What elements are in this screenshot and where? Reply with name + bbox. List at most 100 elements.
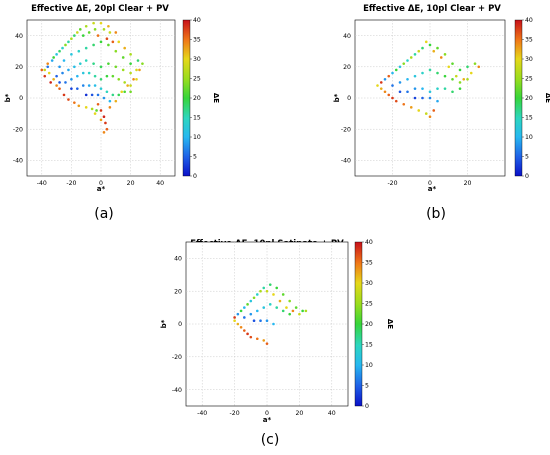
data-point (236, 322, 240, 326)
data-point (105, 37, 109, 41)
y-tick-label: 20 (15, 64, 23, 71)
data-point (473, 62, 477, 65)
data-point (458, 81, 462, 84)
data-point (391, 71, 394, 75)
data-point (288, 312, 291, 316)
data-point (108, 106, 112, 109)
colorbar-tick-label: 25 (525, 76, 533, 83)
x-tick-label: 0 (428, 180, 432, 187)
data-point (81, 84, 85, 87)
data-point (383, 77, 387, 81)
y-tick-label: 20 (343, 64, 351, 71)
data-point (294, 306, 298, 309)
data-point (135, 77, 138, 81)
data-point (70, 53, 73, 56)
panel-a-colorbar-label: ΔE (212, 93, 220, 103)
colorbar-tick-label: 20 (525, 95, 533, 102)
data-point (77, 49, 81, 53)
data-point (92, 21, 95, 25)
data-point (107, 43, 110, 47)
data-point (43, 74, 47, 78)
data-point (246, 303, 249, 306)
data-point (126, 84, 129, 87)
data-point (409, 106, 413, 109)
data-point (64, 43, 67, 47)
data-point (70, 37, 73, 41)
data-point (61, 71, 64, 75)
data-point (129, 62, 132, 65)
x-tick-label: 0 (265, 410, 269, 417)
data-point (58, 65, 61, 69)
data-point (454, 74, 458, 78)
panel-b-ylabel: b* (333, 93, 341, 102)
data-point (417, 109, 421, 112)
data-point (436, 71, 439, 75)
data-point (76, 74, 79, 78)
data-point (451, 62, 454, 65)
data-point (104, 121, 107, 125)
data-point (108, 99, 112, 103)
data-point (43, 68, 47, 72)
colorbar-tick-label: 10 (193, 134, 201, 141)
data-point (466, 65, 469, 69)
data-point (114, 99, 118, 103)
panel-c: Effective ΔE, 10pl Satinato + PV -40-200… (160, 239, 394, 424)
data-point (78, 62, 82, 65)
data-point (424, 40, 428, 44)
data-point (398, 65, 402, 69)
data-point (265, 319, 269, 323)
data-point (49, 81, 52, 84)
data-point (451, 77, 454, 81)
data-point (272, 322, 275, 326)
data-point (61, 46, 64, 50)
colorbar-tick-label: 30 (193, 56, 201, 63)
panel-a-ylabel: b* (4, 93, 12, 102)
panel-b-label: (b) (426, 206, 446, 222)
colorbar-tick-label: 40 (193, 17, 201, 24)
data-point (114, 49, 118, 53)
data-point (262, 306, 266, 309)
data-point (52, 77, 55, 81)
x-tick-label: 20 (464, 180, 472, 187)
panel-a-colorbar-ticks: 0 5 10 15 20 25 30 35 40 (190, 17, 201, 180)
panel-b-colorbar-ticks: 0 5 10 15 20 25 30 35 40 (522, 17, 533, 180)
x-tick-label: 20 (295, 410, 303, 417)
data-point (99, 118, 103, 122)
data-point (120, 90, 124, 94)
panel-b-xlabel: a* (428, 185, 437, 193)
x-tick-label: -20 (230, 410, 240, 417)
data-point (108, 31, 112, 34)
data-point (443, 87, 447, 90)
data-point (466, 77, 469, 81)
data-point (92, 62, 95, 65)
data-point (77, 104, 81, 108)
y-tick-label: -40 (341, 158, 351, 165)
data-point (102, 96, 106, 100)
colorbar-tick-label: 35 (365, 260, 373, 267)
data-point (421, 71, 424, 75)
colorbar-tick-label: 15 (193, 115, 201, 122)
colorbar-tick-label: 40 (365, 239, 373, 246)
data-point (76, 31, 79, 34)
data-point (265, 289, 269, 293)
data-point (252, 296, 256, 300)
data-point (421, 46, 424, 50)
data-point (398, 90, 402, 94)
panel-a-xlabel: a* (97, 185, 106, 193)
x-tick-label: -20 (387, 180, 397, 187)
y-tick-label: 0 (19, 95, 23, 102)
panel-c-colorbar (354, 241, 363, 407)
data-point (243, 329, 246, 332)
data-point (288, 299, 291, 303)
y-tick-label: 40 (174, 256, 182, 263)
data-point (262, 339, 266, 342)
data-point (233, 316, 236, 319)
x-tick-label: -20 (66, 180, 76, 187)
y-tick-label: 20 (174, 288, 182, 295)
data-point (249, 299, 253, 303)
data-point (249, 312, 253, 316)
data-point (73, 34, 76, 37)
data-point (391, 96, 394, 100)
data-point (268, 303, 272, 306)
data-point (117, 40, 121, 44)
